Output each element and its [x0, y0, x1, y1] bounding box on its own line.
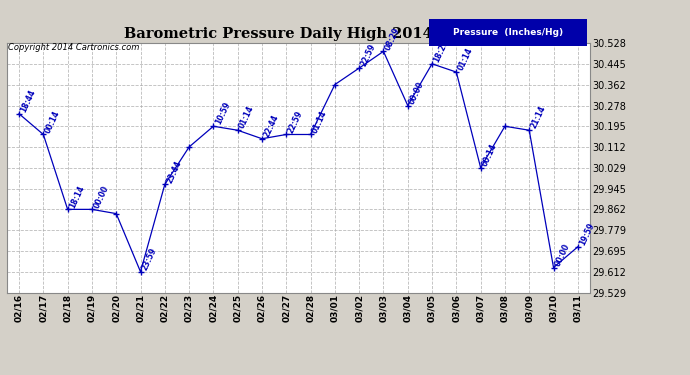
Text: 01:14: 01:14 [237, 105, 256, 130]
Text: 01:14: 01:14 [310, 109, 329, 135]
Text: 00:00: 00:00 [92, 184, 110, 209]
Text: 00:14: 00:14 [43, 109, 61, 135]
Text: 00:14: 00:14 [481, 142, 499, 168]
Text: 22:59: 22:59 [359, 42, 377, 68]
Text: 21:14: 21:14 [529, 105, 548, 130]
Text: 23:59: 23:59 [141, 246, 159, 272]
Text: 18:44: 18:44 [19, 88, 37, 114]
Text: 18:14: 18:14 [68, 184, 86, 209]
Text: 19:59: 19:59 [578, 221, 596, 247]
Text: 10:59: 10:59 [213, 101, 232, 126]
Text: 00:00: 00:00 [553, 242, 572, 267]
Text: Pressure  (Inches/Hg): Pressure (Inches/Hg) [453, 28, 563, 37]
Title: Barometric Pressure Daily High 20140312: Barometric Pressure Daily High 20140312 [124, 27, 473, 40]
Text: 01:14: 01:14 [456, 46, 475, 72]
Text: 08:29: 08:29 [384, 26, 402, 51]
Text: 22:44: 22:44 [262, 113, 280, 139]
Text: Copyright 2014 Cartronics.com: Copyright 2014 Cartronics.com [8, 43, 139, 52]
Text: 22:59: 22:59 [286, 109, 304, 135]
Text: 18:29: 18:29 [432, 38, 451, 64]
Text: 23:44: 23:44 [165, 159, 183, 184]
Text: 00:00: 00:00 [408, 80, 426, 105]
